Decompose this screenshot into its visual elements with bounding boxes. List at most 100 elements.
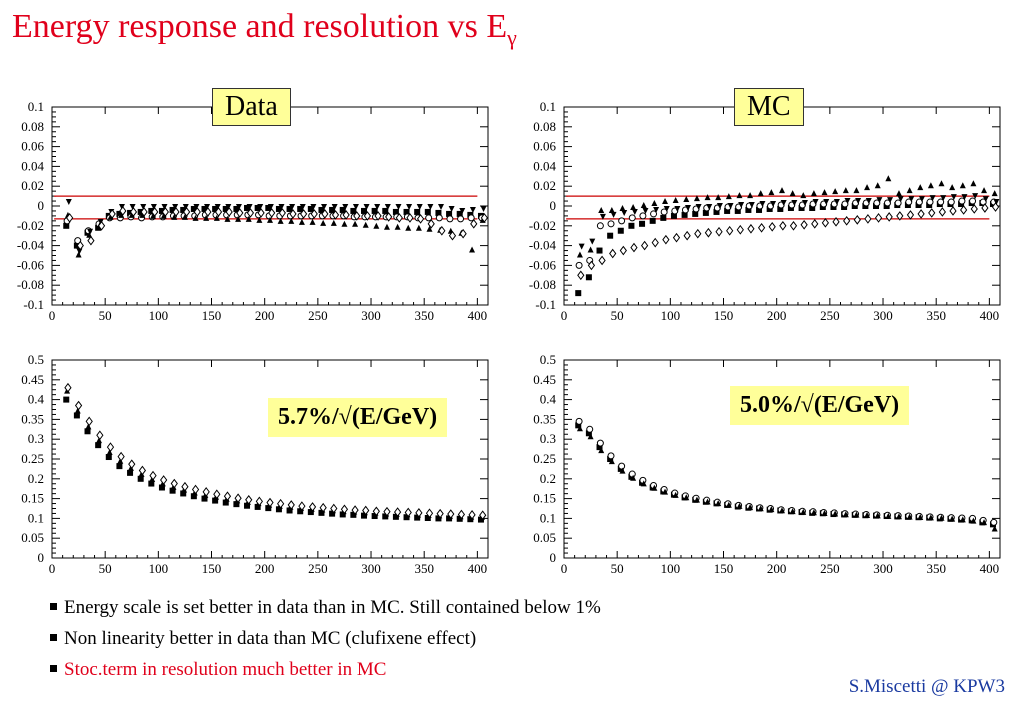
data-point	[170, 478, 178, 489]
data-point	[950, 194, 957, 201]
data-point	[118, 204, 125, 210]
data-point	[278, 204, 285, 210]
data-point	[642, 207, 649, 214]
data-point	[193, 204, 200, 210]
data-point	[779, 187, 785, 194]
data-point	[287, 500, 295, 510]
data-point	[929, 195, 936, 202]
data-point	[448, 205, 455, 212]
y-tick-label: 0.05	[21, 530, 44, 545]
x-tick-label: 0	[561, 561, 568, 576]
data-point	[404, 507, 412, 518]
data-point	[371, 513, 378, 520]
data-point	[993, 199, 1000, 206]
data-point	[84, 428, 91, 435]
x-tick-label: 250	[308, 561, 328, 576]
data-point	[457, 215, 465, 223]
data-point	[779, 220, 787, 231]
data-point	[768, 221, 776, 232]
data-point	[222, 499, 229, 506]
y-tick-label: 0.02	[21, 178, 44, 193]
data-point	[331, 210, 340, 220]
bullet-marker-icon	[50, 665, 57, 673]
data-point	[190, 493, 197, 500]
data-point	[960, 205, 968, 215]
data-point	[331, 204, 338, 210]
data-point	[906, 513, 913, 520]
data-point	[350, 207, 357, 214]
data-point	[617, 227, 624, 234]
data-point	[777, 205, 784, 212]
data-point	[140, 207, 148, 217]
data-point	[448, 230, 457, 241]
data-point	[169, 206, 176, 213]
data-point	[202, 487, 210, 497]
data-point	[770, 201, 777, 208]
data-point	[204, 204, 211, 210]
data-point	[119, 206, 127, 216]
data-point	[190, 205, 197, 212]
data-point	[789, 508, 796, 515]
data-point	[469, 206, 476, 213]
slide-title-subscript: γ	[507, 24, 517, 50]
data-point	[704, 227, 713, 238]
y-tick-label: 0	[550, 198, 557, 213]
data-point	[459, 228, 467, 239]
data-point	[630, 242, 638, 253]
data-point	[161, 204, 168, 210]
data-point	[96, 437, 103, 444]
data-point	[628, 222, 635, 229]
data-point	[640, 202, 647, 208]
data-point	[578, 243, 585, 250]
data-point	[864, 214, 872, 224]
data-point	[318, 509, 325, 516]
data-point	[692, 210, 699, 217]
y-tick-label: 0.1	[28, 99, 44, 114]
data-point	[318, 206, 325, 213]
data-point	[631, 208, 638, 215]
data-point	[970, 517, 977, 524]
data-point	[158, 484, 165, 491]
data-point	[148, 480, 155, 487]
data-point	[660, 208, 668, 216]
data-point	[342, 204, 349, 210]
data-point	[96, 430, 104, 441]
data-point	[87, 235, 95, 246]
data-point	[161, 207, 169, 217]
y-tick-label: -0.02	[529, 218, 556, 233]
data-point	[116, 210, 123, 217]
data-point	[222, 205, 229, 212]
x-tick-label: 200	[255, 561, 275, 576]
data-point	[628, 470, 636, 478]
x-tick-label: 50	[99, 561, 112, 576]
data-point	[63, 222, 70, 229]
data-point	[320, 219, 327, 226]
x-tick-label: 400	[468, 561, 488, 576]
data-point	[683, 196, 690, 203]
data-point	[447, 509, 455, 519]
data-point	[736, 192, 743, 199]
data-point	[660, 214, 667, 221]
data-point	[874, 182, 881, 189]
y-tick-label: 0.5	[28, 352, 44, 367]
data-point	[341, 220, 348, 227]
data-point	[372, 506, 380, 517]
data-point	[373, 222, 380, 229]
data-point	[842, 187, 849, 194]
x-tick-label: 200	[767, 561, 787, 576]
data-point	[738, 202, 745, 209]
data-point	[725, 501, 732, 508]
data-point	[180, 490, 187, 497]
data-point	[853, 511, 860, 518]
data-point	[908, 196, 915, 203]
data-point	[310, 204, 317, 210]
data-point	[757, 505, 764, 512]
data-point	[393, 507, 402, 517]
data-point	[864, 184, 871, 191]
data-point	[693, 195, 700, 202]
y-tick-label: 0.5	[540, 352, 556, 367]
data-point	[416, 204, 423, 210]
data-point	[437, 204, 444, 210]
data-point	[832, 510, 839, 517]
data-point	[639, 220, 646, 227]
